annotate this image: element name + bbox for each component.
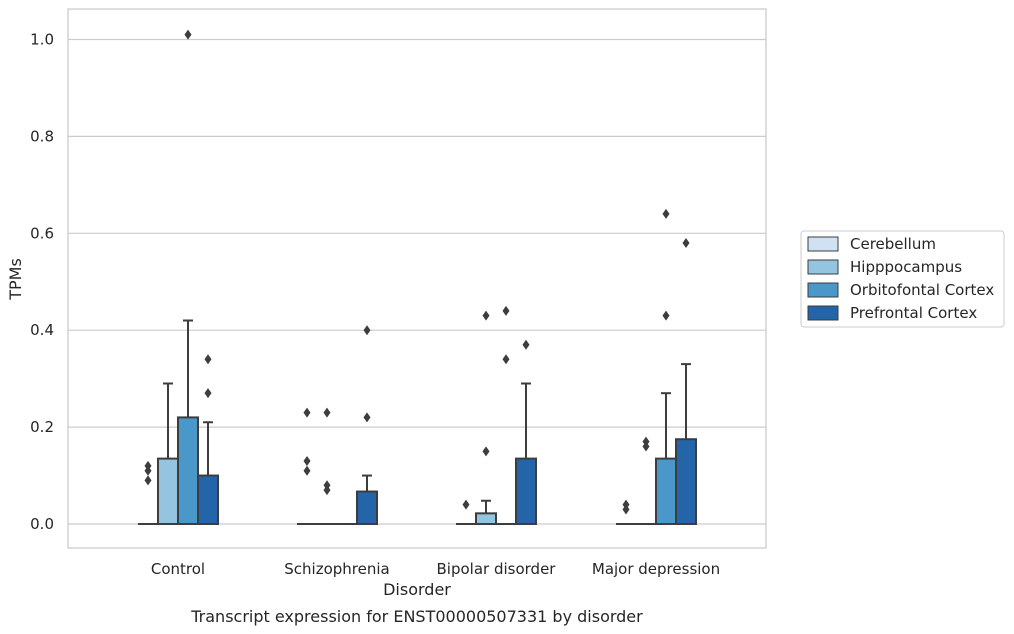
bar xyxy=(157,457,179,525)
legend: Cerebellum Hipppocampus Orbitofontal Corte… xyxy=(800,230,1005,328)
y-tick-label: 0.8 xyxy=(30,127,54,145)
x-axis-label: Disorder xyxy=(383,580,451,599)
outlier-point xyxy=(144,460,152,471)
outlier-point xyxy=(303,407,311,418)
bar xyxy=(515,457,537,525)
plot-frame xyxy=(67,8,767,549)
outlier-point xyxy=(363,412,371,423)
bar xyxy=(356,490,378,526)
outlier-point xyxy=(204,354,212,365)
y-tick-label: 0.2 xyxy=(30,418,54,436)
x-tick-label: Schizophrenia xyxy=(284,560,389,578)
outlier-point xyxy=(502,305,510,316)
legend-label: Prefrontal Cortex xyxy=(850,304,977,322)
outlier-point xyxy=(363,325,371,336)
outlier-point xyxy=(622,499,630,510)
y-tick-labels: 0.0 0.2 0.4 0.6 0.8 1.0 xyxy=(30,31,54,534)
outlier-point xyxy=(184,29,192,40)
outlier-point xyxy=(662,310,670,321)
outlier-point xyxy=(482,446,490,457)
bar xyxy=(177,416,199,525)
legend-label: Hipppocampus xyxy=(850,258,962,276)
y-tick-label: 0.4 xyxy=(30,321,54,339)
outlier-point xyxy=(662,208,670,219)
outlier-point xyxy=(144,475,152,486)
legend-label: Cerebellum xyxy=(850,235,936,253)
x-tick-labels: Control Schizophrenia Bipolar disorder Majo… xyxy=(151,560,720,578)
outlier-point xyxy=(682,237,690,248)
outlier-point xyxy=(522,339,530,350)
y-tick-label: 0.6 xyxy=(30,224,54,242)
bar xyxy=(475,512,497,526)
bar xyxy=(197,474,219,525)
bar-series xyxy=(138,416,697,526)
outlier-point xyxy=(482,310,490,321)
legend-frame xyxy=(800,230,1005,328)
legend-swatch xyxy=(807,305,839,321)
outlier-point xyxy=(323,480,331,491)
outlier-point xyxy=(462,499,470,510)
y-tick-label: 1.0 xyxy=(30,31,54,49)
legend-swatch xyxy=(807,236,839,252)
outlier-point xyxy=(204,388,212,399)
outlier-points xyxy=(144,29,690,515)
outlier-point xyxy=(642,436,650,447)
legend-swatch xyxy=(807,282,839,298)
outlier-point xyxy=(323,407,331,418)
y-axis-label: TPMs xyxy=(6,258,25,301)
error-bars xyxy=(163,319,691,514)
bar xyxy=(675,438,697,525)
x-tick-label: Control xyxy=(151,560,205,578)
legend-swatch xyxy=(807,259,839,275)
y-tick-label: 0.0 xyxy=(30,515,54,533)
x-tick-label: Bipolar disorder xyxy=(437,560,557,578)
bar xyxy=(655,457,677,525)
outlier-point xyxy=(303,465,311,476)
outlier-point xyxy=(303,456,311,467)
x-tick-label: Major depression xyxy=(592,560,720,578)
legend-label: Orbitofontal Cortex xyxy=(850,281,994,299)
chart-caption: Transcript expression for ENST0000050733… xyxy=(190,607,643,626)
outlier-point xyxy=(502,354,510,365)
